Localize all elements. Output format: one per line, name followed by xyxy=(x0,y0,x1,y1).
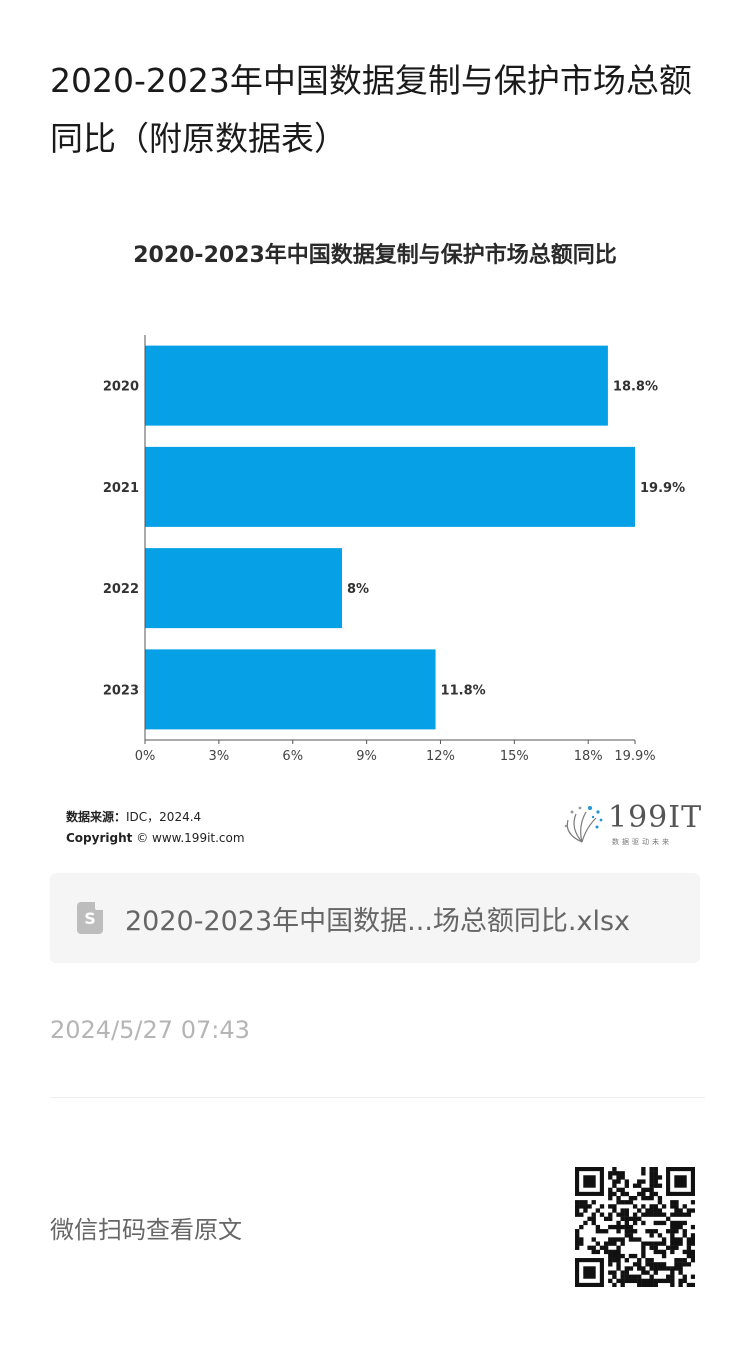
x-tick-label-5: 15% xyxy=(500,749,529,764)
bar-2021 xyxy=(145,446,635,527)
x-tick-label-0: 0% xyxy=(135,749,156,764)
bar-chart: 2020 18.8% 2021 19.9% 2022 8% 2023 11.8% 0% 3% 6% 9… xyxy=(103,335,685,764)
chart-card: 2020-2023年中国数据复制与保护市场总额同比 2020 18.8% 2021 1… xyxy=(50,215,700,855)
brand-name: 199IT xyxy=(608,800,703,835)
qr-code-icon[interactable] xyxy=(575,1167,695,1287)
brand-tagline: 数据驱动未来 xyxy=(612,838,672,846)
source-block: 数据来源：IDC，2024.4 Copyright © www.199it.co… xyxy=(66,807,245,849)
chart-title: 2020-2023年中国数据复制与保护市场总额同比 xyxy=(133,243,617,268)
x-tick-label-3: 9% xyxy=(356,749,377,764)
category-label-2020: 2020 xyxy=(103,380,139,395)
data-label-2022: 8% xyxy=(347,582,369,597)
bar-2020 xyxy=(145,345,608,426)
category-label-2023: 2023 xyxy=(103,683,139,698)
199it-logo-icon xyxy=(564,806,603,843)
category-label-2022: 2022 xyxy=(103,582,139,597)
file-name[interactable]: 2020-2023年中国数据...场总额同比.xlsx xyxy=(125,905,631,937)
source-value: IDC，2024.4 xyxy=(126,810,202,824)
x-tick-label-7: 19.9% xyxy=(614,749,655,764)
copyright-value: © www.199it.com xyxy=(136,831,245,845)
page-title: 2020-2023年中国数据复制与保护市场总额同比（附原数据表） xyxy=(50,61,692,158)
data-label-2023: 11.8% xyxy=(441,683,486,698)
source-label: 数据来源： xyxy=(66,810,127,824)
bar-2022 xyxy=(145,548,342,629)
data-label-2020: 18.8% xyxy=(613,380,658,395)
qr-label: 微信扫码查看原文 xyxy=(50,1216,242,1244)
x-tick-label-4: 12% xyxy=(426,749,455,764)
x-tick-label-1: 3% xyxy=(209,749,230,764)
spreadsheet-file-icon: S xyxy=(77,902,103,934)
x-tick-label-6: 18% xyxy=(574,749,603,764)
category-label-2021: 2021 xyxy=(103,481,139,496)
x-tick-label-2: 6% xyxy=(282,749,303,764)
timestamp: 2024/5/27 07:43 xyxy=(50,1016,250,1044)
copyright-label: Copyright xyxy=(66,831,133,845)
divider xyxy=(50,1097,705,1098)
data-label-2021: 19.9% xyxy=(640,481,685,496)
bar-2023 xyxy=(145,649,436,730)
attachment-file-card[interactable]: S 2020-2023年中国数据...场总额同比.xlsx xyxy=(50,873,700,963)
